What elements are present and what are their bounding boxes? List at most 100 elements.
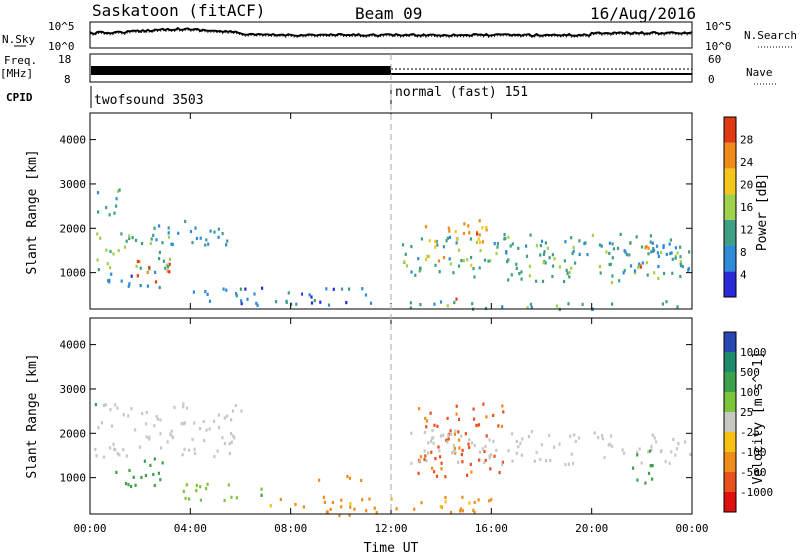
power-cell <box>439 300 443 304</box>
power-cell <box>551 274 554 279</box>
velocity-cell <box>483 449 486 454</box>
velocity-cell <box>439 434 442 438</box>
velocity-cell <box>610 444 614 448</box>
power-cell <box>446 236 449 240</box>
velocity-cell <box>648 449 652 453</box>
velocity-cell <box>472 417 476 421</box>
power-cell <box>158 224 161 228</box>
power-cell <box>507 258 510 262</box>
power-cell <box>448 229 451 233</box>
power-cell <box>97 210 100 214</box>
power-colorbar-label: Power [dB] <box>755 173 770 251</box>
velocity-cell <box>213 455 216 459</box>
velocity-cell <box>170 429 173 433</box>
velocity-cell <box>444 475 447 479</box>
power-cell <box>426 254 429 259</box>
power-cell <box>139 284 142 288</box>
velocity-cell <box>227 483 230 487</box>
power-cell <box>623 249 626 253</box>
power-cell <box>509 244 512 248</box>
power-cell <box>650 250 653 254</box>
velocity-colorbar-tick: 25 <box>740 406 753 419</box>
velocity-cell <box>173 405 176 410</box>
power-cell <box>570 266 573 270</box>
power-cell <box>148 265 151 270</box>
velocity-cell <box>159 478 162 482</box>
power-cell <box>420 237 423 241</box>
power-cell <box>608 251 611 255</box>
velocity-cell <box>510 432 514 436</box>
velocity-cell <box>481 447 484 451</box>
power-cell <box>679 245 682 249</box>
velocity-cell <box>424 416 427 420</box>
power-cell <box>496 242 499 246</box>
velocity-cell <box>230 495 233 499</box>
velocity-cell <box>574 439 577 443</box>
velocity-cell <box>235 496 238 500</box>
power-cell <box>503 237 506 241</box>
velocity-cell <box>153 457 156 461</box>
velocity-cell <box>182 422 185 426</box>
velocity-cell <box>444 495 447 500</box>
velocity-cell <box>318 478 321 482</box>
power-cell <box>222 287 225 291</box>
velocity-cell <box>498 471 501 475</box>
velocity-cell <box>593 431 596 435</box>
power-cell <box>438 270 441 274</box>
power-cell <box>448 235 452 239</box>
power-cell <box>651 241 654 245</box>
power-cell <box>518 272 521 276</box>
velocity-cell <box>180 422 183 426</box>
power-cell <box>457 264 461 268</box>
velocity-cell <box>423 430 426 435</box>
power-cell <box>687 267 690 271</box>
velocity-cell <box>664 460 667 464</box>
velocity-cell <box>684 440 687 444</box>
power-cell <box>139 266 142 270</box>
velocity-cell <box>446 440 449 444</box>
velocity-cell <box>329 507 332 511</box>
velocity-colorbar-frame <box>723 331 737 513</box>
velocity-colorbar-tick: -1000 <box>740 486 773 499</box>
power-cell <box>611 242 614 246</box>
velocity-y-tick-label: 1000 <box>60 472 87 485</box>
velocity-cell <box>302 505 305 509</box>
power-colorbar-swatch <box>724 168 736 195</box>
velocity-colorbar-swatch <box>724 432 736 452</box>
velocity-cell <box>109 446 112 450</box>
velocity-cell <box>223 416 226 420</box>
power-cell <box>155 238 158 242</box>
velocity-colorbar-swatch <box>724 372 736 392</box>
freq-label-line2: [MHz] <box>0 67 33 80</box>
velocity-cell <box>466 473 469 477</box>
power-colorbar-tick: 4 <box>740 269 747 282</box>
power-cell <box>471 302 474 306</box>
power-cell <box>525 254 529 258</box>
power-cell <box>647 246 650 250</box>
velocity-cell <box>447 437 450 441</box>
velocity-cell <box>437 445 440 449</box>
power-cell <box>434 263 437 267</box>
power-cell <box>567 302 570 306</box>
velocity-cell <box>199 427 202 431</box>
velocity-cell <box>410 431 413 435</box>
velocity-cell <box>425 459 428 463</box>
power-cell <box>568 275 571 279</box>
velocity-cell <box>94 403 97 407</box>
velocity-cell <box>670 450 673 454</box>
power-cell <box>109 249 112 254</box>
power-cell <box>633 269 637 273</box>
power-cell <box>108 213 111 217</box>
power-cell <box>154 280 158 284</box>
power-cell <box>433 302 436 306</box>
x-tick-label: 16:00 <box>475 522 508 535</box>
velocity-cell <box>159 432 162 436</box>
x-tick-label: 04:00 <box>174 522 207 535</box>
velocity-cell <box>475 423 478 427</box>
power-colorbar-frame <box>723 116 737 298</box>
nave-label: Nave <box>746 66 773 79</box>
power-cell <box>149 241 152 246</box>
velocity-data <box>94 318 692 518</box>
power-cell <box>419 303 422 307</box>
power-cell <box>310 301 314 305</box>
